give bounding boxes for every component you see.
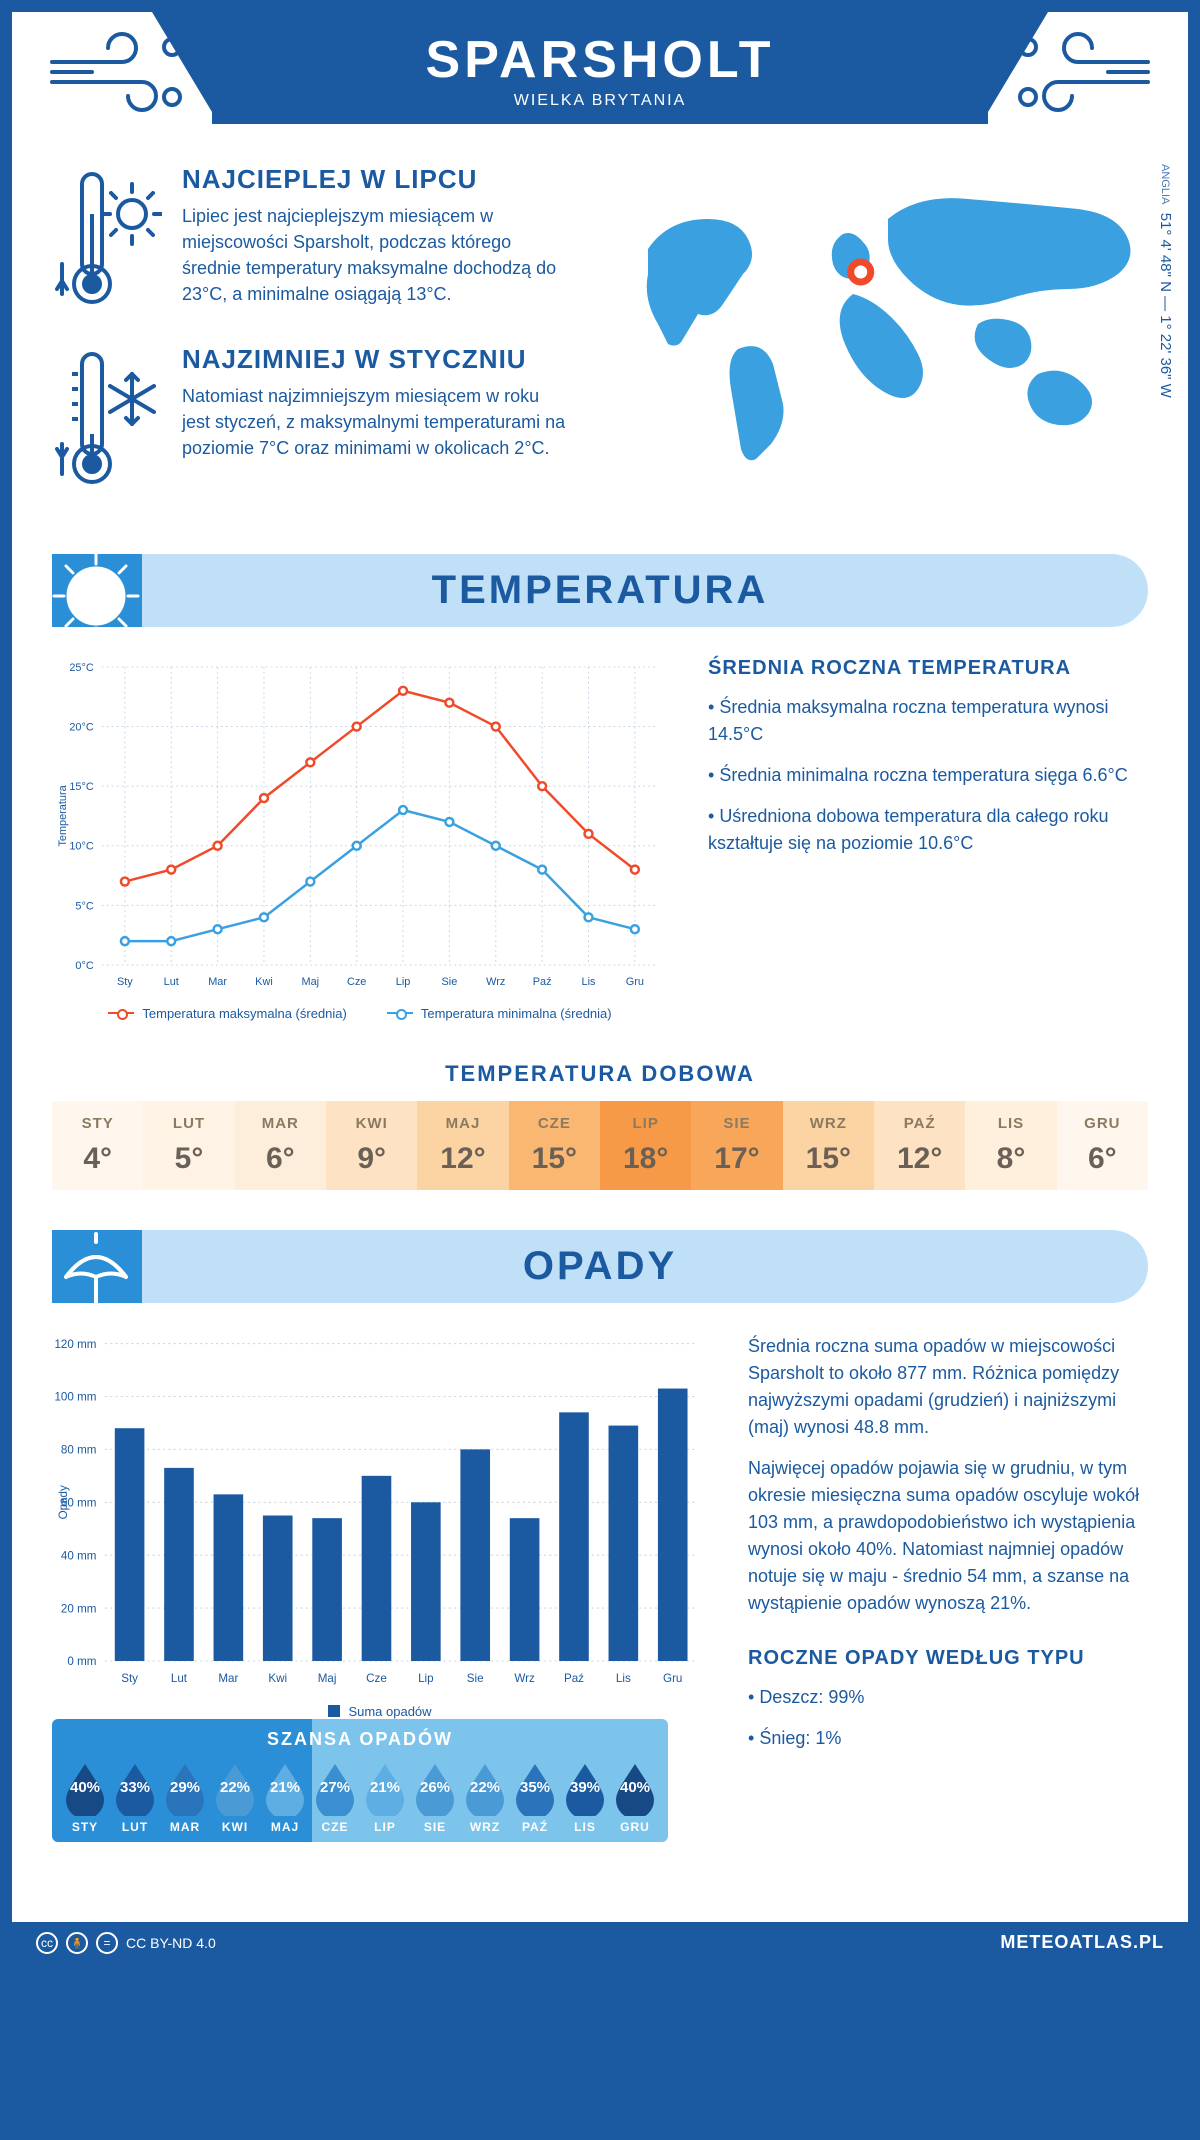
- svg-text:Lut: Lut: [171, 1672, 188, 1685]
- svg-text:Kwi: Kwi: [268, 1672, 287, 1685]
- world-map: ANGLIA 51° 4' 48" N — 1° 22' 36" W: [608, 164, 1148, 524]
- coldest-block: NAJZIMNIEJ W STYCZNIU Natomiast najzimni…: [52, 344, 568, 494]
- svg-text:Sty: Sty: [117, 976, 133, 988]
- svg-text:Wrz: Wrz: [514, 1672, 535, 1685]
- svg-text:Mar: Mar: [218, 1672, 238, 1685]
- nd-icon: =: [96, 1932, 118, 1954]
- svg-text:Lis: Lis: [582, 976, 596, 988]
- thermometer-hot-icon: [52, 164, 162, 314]
- svg-text:Lip: Lip: [396, 976, 411, 988]
- svg-text:Maj: Maj: [318, 1672, 337, 1685]
- brand: METEOATLAS.PL: [1000, 1932, 1164, 1953]
- avg-temp-block: ŚREDNIA ROCZNA TEMPERATURA Średnia maksy…: [708, 657, 1148, 1021]
- svg-text:80 mm: 80 mm: [61, 1443, 97, 1456]
- svg-text:Cze: Cze: [366, 1672, 387, 1685]
- warmest-title: NAJCIEPLEJ W LIPCU: [182, 164, 568, 195]
- svg-text:15°C: 15°C: [69, 781, 93, 793]
- license-text: CC BY-ND 4.0: [126, 1935, 216, 1951]
- svg-text:120 mm: 120 mm: [54, 1338, 96, 1351]
- header: SPARSHOLT WIELKA BRYTANIA: [212, 12, 988, 124]
- svg-text:Paź: Paź: [533, 976, 552, 988]
- svg-text:20°C: 20°C: [69, 722, 93, 734]
- svg-text:5°C: 5°C: [75, 900, 93, 912]
- page-subtitle: WIELKA BRYTANIA: [212, 92, 988, 110]
- page-title: SPARSHOLT: [212, 30, 988, 90]
- svg-text:40 mm: 40 mm: [61, 1549, 97, 1562]
- coldest-title: NAJZIMNIEJ W STYCZNIU: [182, 344, 568, 375]
- svg-text:Paź: Paź: [564, 1672, 584, 1685]
- svg-text:Opady: Opady: [57, 1485, 70, 1519]
- umbrella-icon: [46, 1222, 146, 1322]
- coldest-text: Natomiast najzimniejszym miesiącem w rok…: [182, 383, 568, 461]
- daily-temp-table: STY4°LUT5°MAR6°KWI9°MAJ12°CZE15°LIP18°SI…: [52, 1101, 1148, 1190]
- thermometer-cold-icon: [52, 344, 162, 494]
- by-icon: 🧍: [66, 1932, 88, 1954]
- sun-icon: [46, 546, 146, 646]
- svg-text:0°C: 0°C: [75, 960, 93, 972]
- svg-text:Wrz: Wrz: [486, 976, 505, 988]
- svg-text:Gru: Gru: [626, 976, 644, 988]
- temperature-chart: 0°C 5°C 10°C 15°C 20°C 25°C Sty Lut Mar Kwi Maj Cze…: [52, 657, 668, 1021]
- svg-text:Sie: Sie: [467, 1672, 484, 1685]
- svg-text:20 mm: 20 mm: [61, 1602, 97, 1615]
- svg-text:Lip: Lip: [418, 1672, 434, 1685]
- daily-temp-title: TEMPERATURA DOBOWA: [12, 1061, 1188, 1087]
- svg-text:Cze: Cze: [347, 976, 366, 988]
- svg-text:Gru: Gru: [663, 1672, 682, 1685]
- svg-text:Maj: Maj: [302, 976, 320, 988]
- coordinates: ANGLIA 51° 4' 48" N — 1° 22' 36" W: [1157, 164, 1174, 398]
- warmest-block: NAJCIEPLEJ W LIPCU Lipiec jest najcieple…: [52, 164, 568, 314]
- section-precipitation: OPADY: [52, 1230, 1148, 1303]
- svg-text:Sie: Sie: [442, 976, 458, 988]
- svg-text:Kwi: Kwi: [255, 976, 273, 988]
- section-temperature: TEMPERATURA: [52, 554, 1148, 627]
- footer: cc 🧍 = CC BY-ND 4.0 METEOATLAS.PL: [12, 1922, 1188, 1964]
- precip-chance-table: SZANSA OPADÓW 40%STY33%LUT29%MAR22%KWI21…: [52, 1719, 668, 1842]
- svg-text:100 mm: 100 mm: [54, 1391, 96, 1404]
- svg-text:25°C: 25°C: [69, 662, 93, 674]
- svg-text:Sty: Sty: [121, 1672, 138, 1685]
- svg-text:Mar: Mar: [208, 976, 227, 988]
- svg-text:Lut: Lut: [164, 976, 179, 988]
- cc-icon: cc: [36, 1932, 58, 1954]
- svg-text:Temperatura: Temperatura: [57, 784, 69, 846]
- svg-text:Lis: Lis: [616, 1672, 631, 1685]
- precipitation-chart: 0 mm20 mm40 mm60 mm80 mm100 mm120 mmStyL…: [52, 1333, 708, 1862]
- svg-text:10°C: 10°C: [69, 841, 93, 853]
- warmest-text: Lipiec jest najcieplejszym miesiącem w m…: [182, 203, 568, 307]
- svg-text:0 mm: 0 mm: [67, 1655, 96, 1668]
- precip-text-block: Średnia roczna suma opadów w miejscowośc…: [748, 1333, 1148, 1862]
